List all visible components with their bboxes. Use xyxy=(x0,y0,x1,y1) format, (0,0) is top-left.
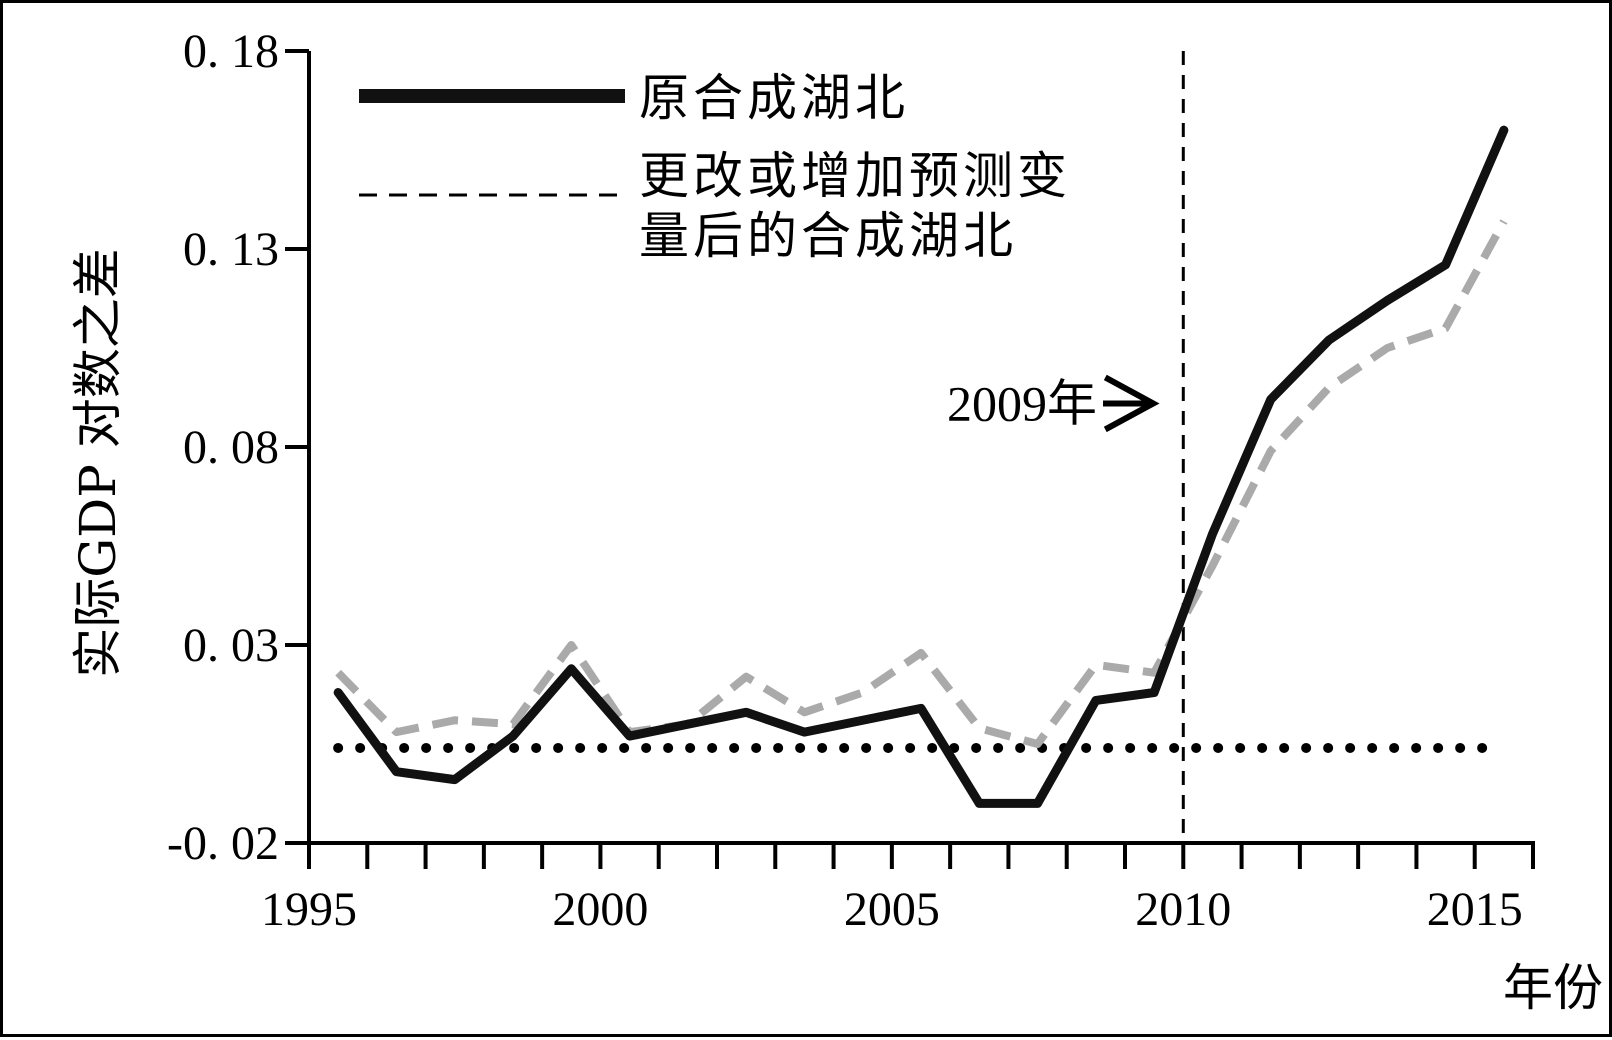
x-tick-label: 2005 xyxy=(844,883,940,936)
y-tick-label: 0. 08 xyxy=(183,421,279,474)
legend-label-dashed-line1: 更改或增加预测变 xyxy=(639,147,1071,205)
annotation-label: 2009年 xyxy=(947,375,1097,431)
annotation-layer: 2009年 xyxy=(947,375,1153,431)
chart-svg: -0. 02 0. 03 0. 08 0. 13 0. 18 1995 2000 2005 20… xyxy=(3,3,1612,1040)
series-line-dashed xyxy=(338,221,1504,744)
legend-label-dashed-line2: 量后的合成湖北 xyxy=(639,207,1017,265)
x-tick-label: 2010 xyxy=(1135,883,1231,936)
y-tick-label: 0. 18 xyxy=(183,25,279,78)
x-axis-title: 年份 xyxy=(1503,959,1603,1017)
x-tick-label: 2000 xyxy=(552,883,648,936)
y-axis-title: 实际GDP 对数之差 xyxy=(69,248,127,678)
y-tick-label: 0. 13 xyxy=(183,223,279,276)
y-tick-label: 0. 03 xyxy=(183,619,279,672)
x-tick-label: 1995 xyxy=(261,883,357,936)
y-tick-label: -0. 02 xyxy=(167,817,279,870)
x-tick-label: 2015 xyxy=(1427,883,1523,936)
legend-label-solid: 原合成湖北 xyxy=(639,69,909,127)
